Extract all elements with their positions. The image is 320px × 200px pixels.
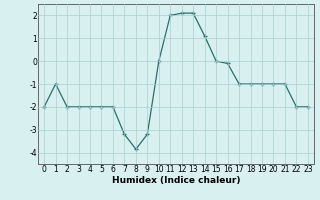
X-axis label: Humidex (Indice chaleur): Humidex (Indice chaleur) — [112, 176, 240, 185]
